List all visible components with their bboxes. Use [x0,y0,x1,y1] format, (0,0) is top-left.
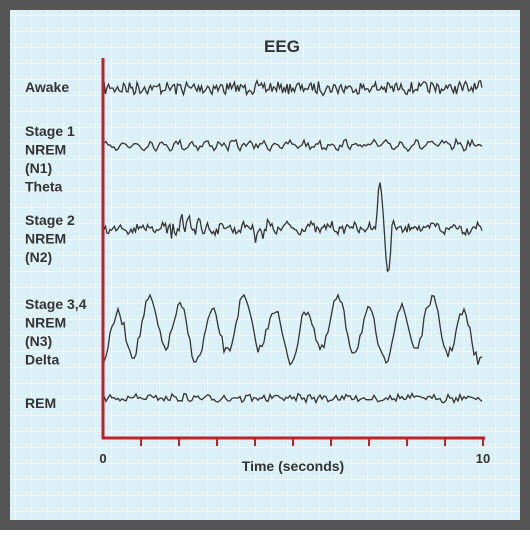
row-label: Stage 1 [25,123,75,139]
row-label: Delta [25,352,59,368]
row-label: NREM [25,142,66,158]
eeg-trace [103,78,483,97]
title: EEG [264,37,300,56]
row-label: NREM [25,315,66,331]
row-label: (N1) [25,160,52,176]
eeg-trace [103,182,483,273]
row-label: Awake [25,79,69,95]
grid-background [10,10,520,520]
row-label: NREM [25,231,66,247]
eeg-trace [103,392,483,405]
x-tick-label: 0 [99,451,106,466]
row-label: REM [25,395,56,411]
eeg-trace [103,137,483,153]
row-label: Stage 3,4 [25,296,87,312]
row-label: (N2) [25,249,52,265]
row-label: Theta [25,179,63,195]
eeg-trace [103,293,483,367]
x-axis-label: Time (seconds) [242,458,344,474]
x-tick-label: 10 [476,451,490,466]
row-label: (N3) [25,333,52,349]
row-label: Stage 2 [25,212,75,228]
